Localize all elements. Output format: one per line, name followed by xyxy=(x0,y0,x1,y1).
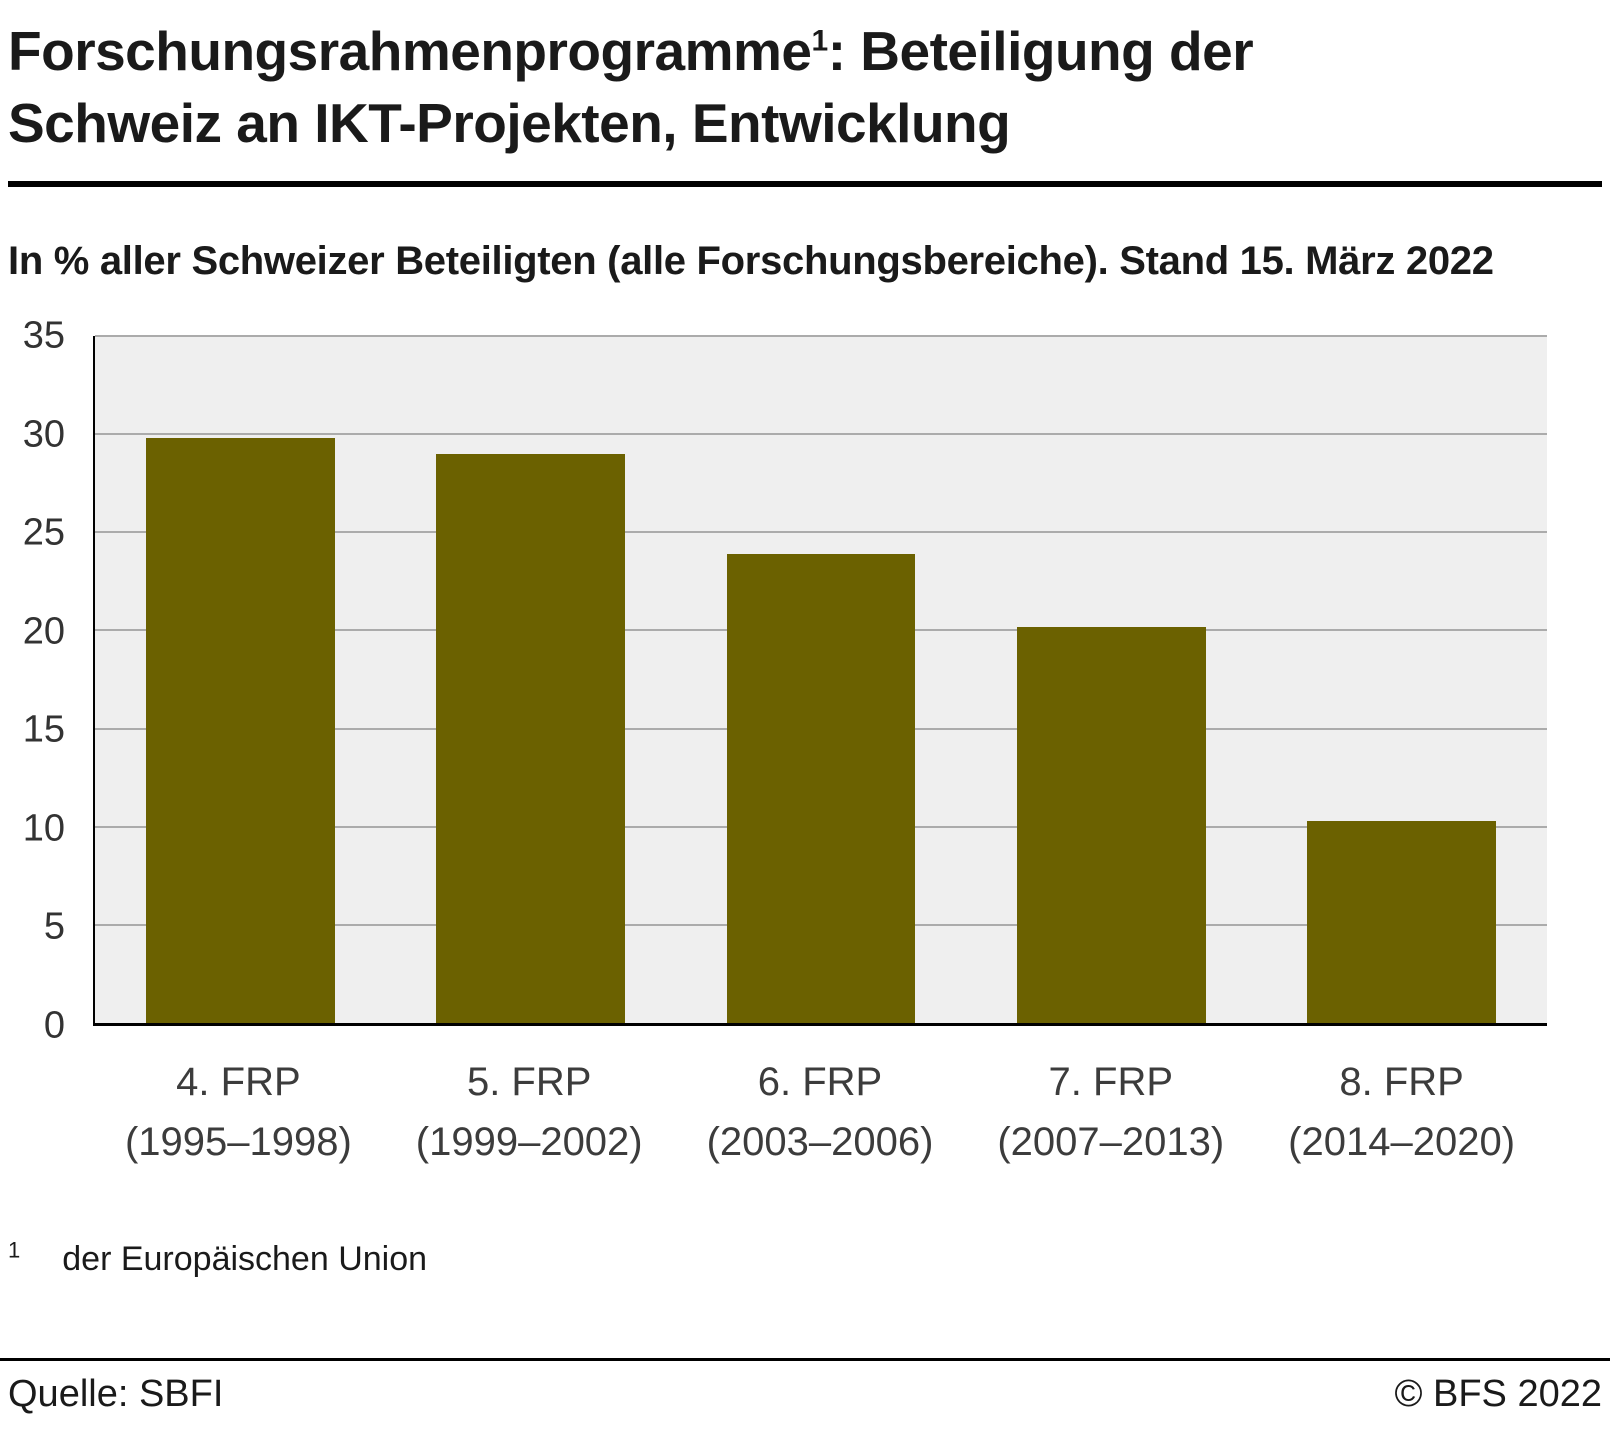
chart-row: 0 5 10 15 20 25 30 35 xyxy=(8,315,1547,1047)
bar-chart: 0 5 10 15 20 25 30 35 4. FRP (1995–1998) 5. FRP (1… xyxy=(8,315,1547,1172)
x-tick-label: 6. FRP (2003–2006) xyxy=(706,1060,934,1164)
bar-slot xyxy=(966,336,1256,1023)
title-footnote-marker: 1 xyxy=(811,24,829,58)
y-tick-label: 5 xyxy=(43,905,65,948)
y-tick-label: 10 xyxy=(22,807,65,850)
page-title: Forschungsrahmenprogramme1: Beteiligung … xyxy=(8,16,1408,159)
footnote-marker: 1 xyxy=(8,1237,21,1263)
gridline xyxy=(95,531,1547,534)
page-title-main: Forschungsrahmenprogramme xyxy=(8,20,812,82)
copyright-label: © BFS 2022 xyxy=(1394,1373,1602,1415)
gridline xyxy=(95,433,1547,436)
y-axis: 0 5 10 15 20 25 30 35 xyxy=(8,315,93,1047)
x-tick-label: 5. FRP (1999–2002) xyxy=(415,1060,643,1164)
page-title-rest: : Beteiligung der Schweiz an IKT-Projekt… xyxy=(8,20,1254,154)
title-divider xyxy=(8,181,1602,187)
bar xyxy=(145,438,335,1023)
y-tick-label: 30 xyxy=(22,413,65,456)
bar xyxy=(726,553,916,1023)
bar xyxy=(1307,820,1497,1023)
x-tick-label: 4. FRP (1995–1998) xyxy=(124,1060,352,1164)
footer: Quelle: SBFI © BFS 2022 xyxy=(0,1358,1610,1430)
y-tick-label: 35 xyxy=(22,314,65,357)
bar xyxy=(436,453,625,1023)
bar-slot xyxy=(95,336,385,1023)
x-tick-label: 7. FRP (2007–2013) xyxy=(997,1060,1225,1164)
y-tick-label: 15 xyxy=(22,708,65,751)
source-label: Quelle: SBFI xyxy=(8,1373,224,1415)
x-axis-labels: 4. FRP (1995–1998) 5. FRP (1999–2002) 6. FRP… xyxy=(93,1052,1547,1172)
gridline xyxy=(95,335,1547,337)
bar xyxy=(1017,626,1206,1023)
y-tick-label: 25 xyxy=(22,511,65,554)
y-tick-label: 0 xyxy=(43,1004,65,1047)
x-tick-label: 8. FRP (2014–2020) xyxy=(1288,1060,1516,1164)
bar-slot xyxy=(676,336,966,1023)
y-tick-label: 20 xyxy=(22,610,65,653)
plot-area xyxy=(93,335,1547,1026)
footnote-text: der Europäischen Union xyxy=(62,1240,428,1278)
bar-slot xyxy=(385,336,675,1023)
bar-slot xyxy=(1257,336,1547,1023)
footnote: 1 der Europäischen Union xyxy=(8,1237,1602,1279)
bars xyxy=(95,336,1547,1023)
chart-subtitle: In % aller Schweizer Beteiligten (alle F… xyxy=(8,239,1494,283)
